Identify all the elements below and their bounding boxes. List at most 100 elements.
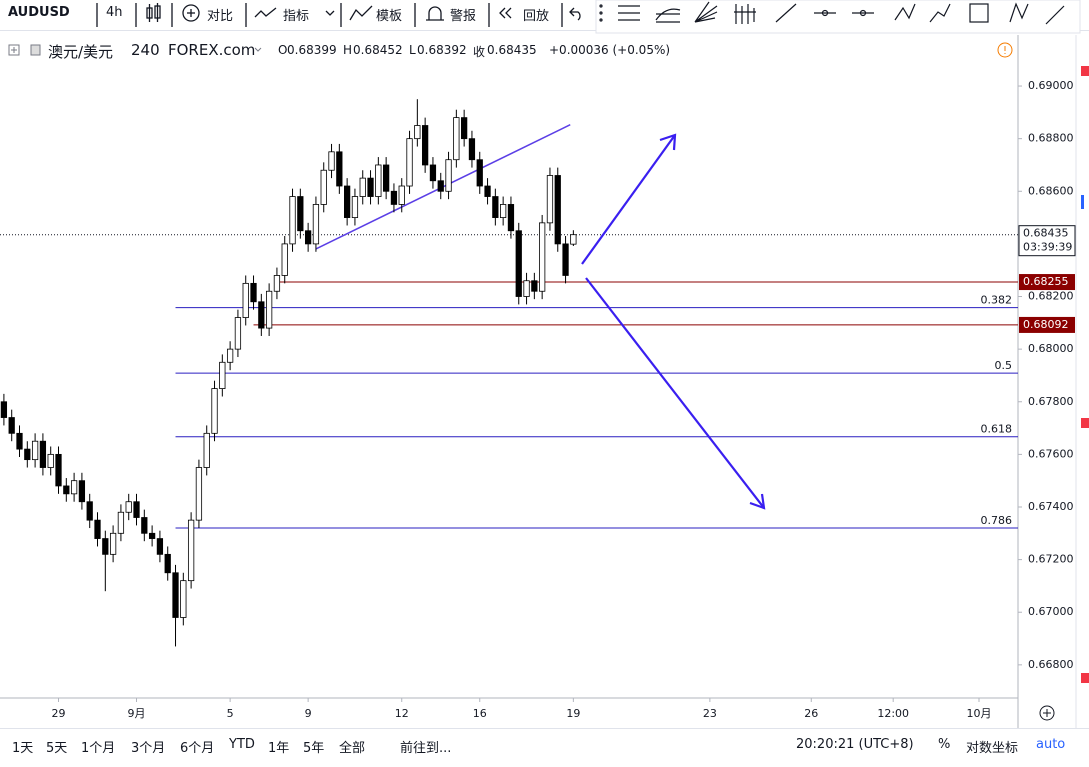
candle-body: [468, 138, 476, 161]
legend-icons: [8, 42, 1013, 58]
candle-body: [86, 501, 93, 521]
candle-body: [429, 164, 437, 182]
candle-body: [156, 538, 164, 555]
range-button[interactable]: YTD: [229, 737, 255, 752]
candle-body: [359, 177, 366, 197]
candle-body: [476, 159, 483, 187]
y-tick-label: 0.67400: [1028, 500, 1074, 513]
legend-value: 0.68435: [487, 43, 537, 57]
candle-body: [70, 480, 78, 495]
candle-body: [226, 348, 234, 363]
y-tick-label: 0.68600: [1028, 184, 1074, 197]
candle-body: [94, 519, 101, 539]
candle-body: [304, 230, 312, 245]
candle-body: [148, 532, 156, 539]
candle-body: [531, 280, 538, 292]
side-markers: [1081, 66, 1089, 683]
candle-body: [383, 164, 390, 192]
range-button[interactable]: 5天: [46, 741, 68, 756]
interval[interactable]: 4h: [106, 5, 123, 20]
candle-body: [414, 125, 421, 140]
candle-body: [242, 282, 249, 318]
candle-body: [47, 453, 54, 468]
percent-button[interactable]: %: [938, 737, 951, 752]
range-button[interactable]: 1年: [268, 741, 290, 756]
candle-body: [320, 169, 327, 205]
candle-body: [507, 204, 515, 232]
range-button[interactable]: 1天: [12, 741, 34, 756]
candle-body: [78, 480, 86, 503]
candle-body: [390, 190, 398, 205]
compare-button[interactable]: 对比: [207, 9, 234, 24]
candle-body: [437, 180, 444, 192]
y-tick-label: 0.68800: [1028, 132, 1074, 145]
candle-body: [484, 185, 491, 197]
candle-body: [63, 485, 70, 495]
log-button[interactable]: 对数坐标: [966, 741, 1019, 756]
last-price-label: 0.68435: [1023, 227, 1069, 240]
x-tick-label: 23: [703, 707, 717, 720]
indicator-button[interactable]: 指标: [283, 9, 310, 24]
range-button[interactable]: 1个月: [81, 741, 116, 756]
last-price-box: [1018, 225, 1076, 257]
x-tick-label: 12: [395, 707, 409, 720]
candle-body: [445, 159, 452, 192]
candle-body: [546, 175, 554, 224]
legend-source: FOREX.com: [168, 41, 256, 59]
toolbar-icons: [96, 3, 581, 27]
candle-body: [8, 417, 15, 434]
alert-button[interactable]: 警报: [450, 9, 477, 24]
legend-change: +0.00036 (+0.05%): [549, 43, 671, 57]
range-button[interactable]: 全部: [339, 741, 366, 756]
x-tick-label: 12:00: [877, 707, 909, 720]
candle-body: [0, 401, 8, 418]
candle-body: [39, 440, 47, 468]
countdown-label: 03:39:39: [1023, 241, 1072, 254]
range-button[interactable]: 3个月: [131, 741, 166, 756]
candle-body: [539, 222, 546, 292]
y-tick-label: 0.69000: [1028, 79, 1074, 92]
price-label-box: [1019, 316, 1075, 333]
price-label: 0.68092: [1023, 318, 1069, 331]
bottom-bar: [0, 728, 1089, 767]
candle-body: [211, 388, 218, 434]
x-tick-label: 19: [566, 707, 580, 720]
candle-body: [16, 432, 23, 450]
y-tick-label: 0.67800: [1028, 395, 1074, 408]
candle-body: [289, 196, 296, 245]
x-tick-label: 26: [804, 707, 818, 720]
candle-body: [500, 204, 507, 218]
candle-body: [344, 185, 351, 218]
toolbar: [0, 0, 1089, 31]
range-button[interactable]: 6个月: [180, 741, 215, 756]
candle-body: [492, 196, 499, 218]
candle-body: [195, 467, 203, 521]
y-tick-label: 0.68200: [1028, 290, 1074, 303]
legend-key: L: [409, 43, 416, 57]
fib-label: 0.786: [981, 514, 1013, 527]
candle-body: [422, 125, 429, 166]
plot: 0.69000 0.68800 0.68600 0.68200 0.68000 0.678…: [0, 79, 1076, 720]
legend-symbol: 澳元/美元: [48, 43, 114, 61]
y-tick-label: 0.67600: [1028, 447, 1074, 460]
symbol[interactable]: AUDUSD: [8, 5, 70, 20]
candle-body: [367, 177, 374, 197]
replay-button[interactable]: 回放: [523, 9, 550, 24]
y-tick-label: 0.66800: [1028, 658, 1074, 671]
drawing-toolbar: [595, 0, 1081, 34]
goto-button[interactable]: 前往到...: [400, 741, 452, 756]
candle-body: [102, 538, 109, 555]
price-label-box: [1019, 274, 1075, 291]
range-button[interactable]: 5年: [303, 741, 325, 756]
auto-button[interactable]: auto: [1036, 737, 1066, 752]
x-tick-label: 10月: [966, 707, 991, 720]
template-button[interactable]: 模板: [376, 9, 403, 24]
candle-body: [515, 230, 522, 297]
legend-key: H: [343, 43, 353, 57]
candle-body: [187, 519, 195, 582]
settings-icon[interactable]: [1039, 705, 1055, 721]
candle-body: [258, 301, 265, 329]
candle-body: [141, 517, 148, 534]
chart: 0.69000 0.68800 0.68600 0.68200 0.68000 0.678…: [0, 0, 1089, 728]
